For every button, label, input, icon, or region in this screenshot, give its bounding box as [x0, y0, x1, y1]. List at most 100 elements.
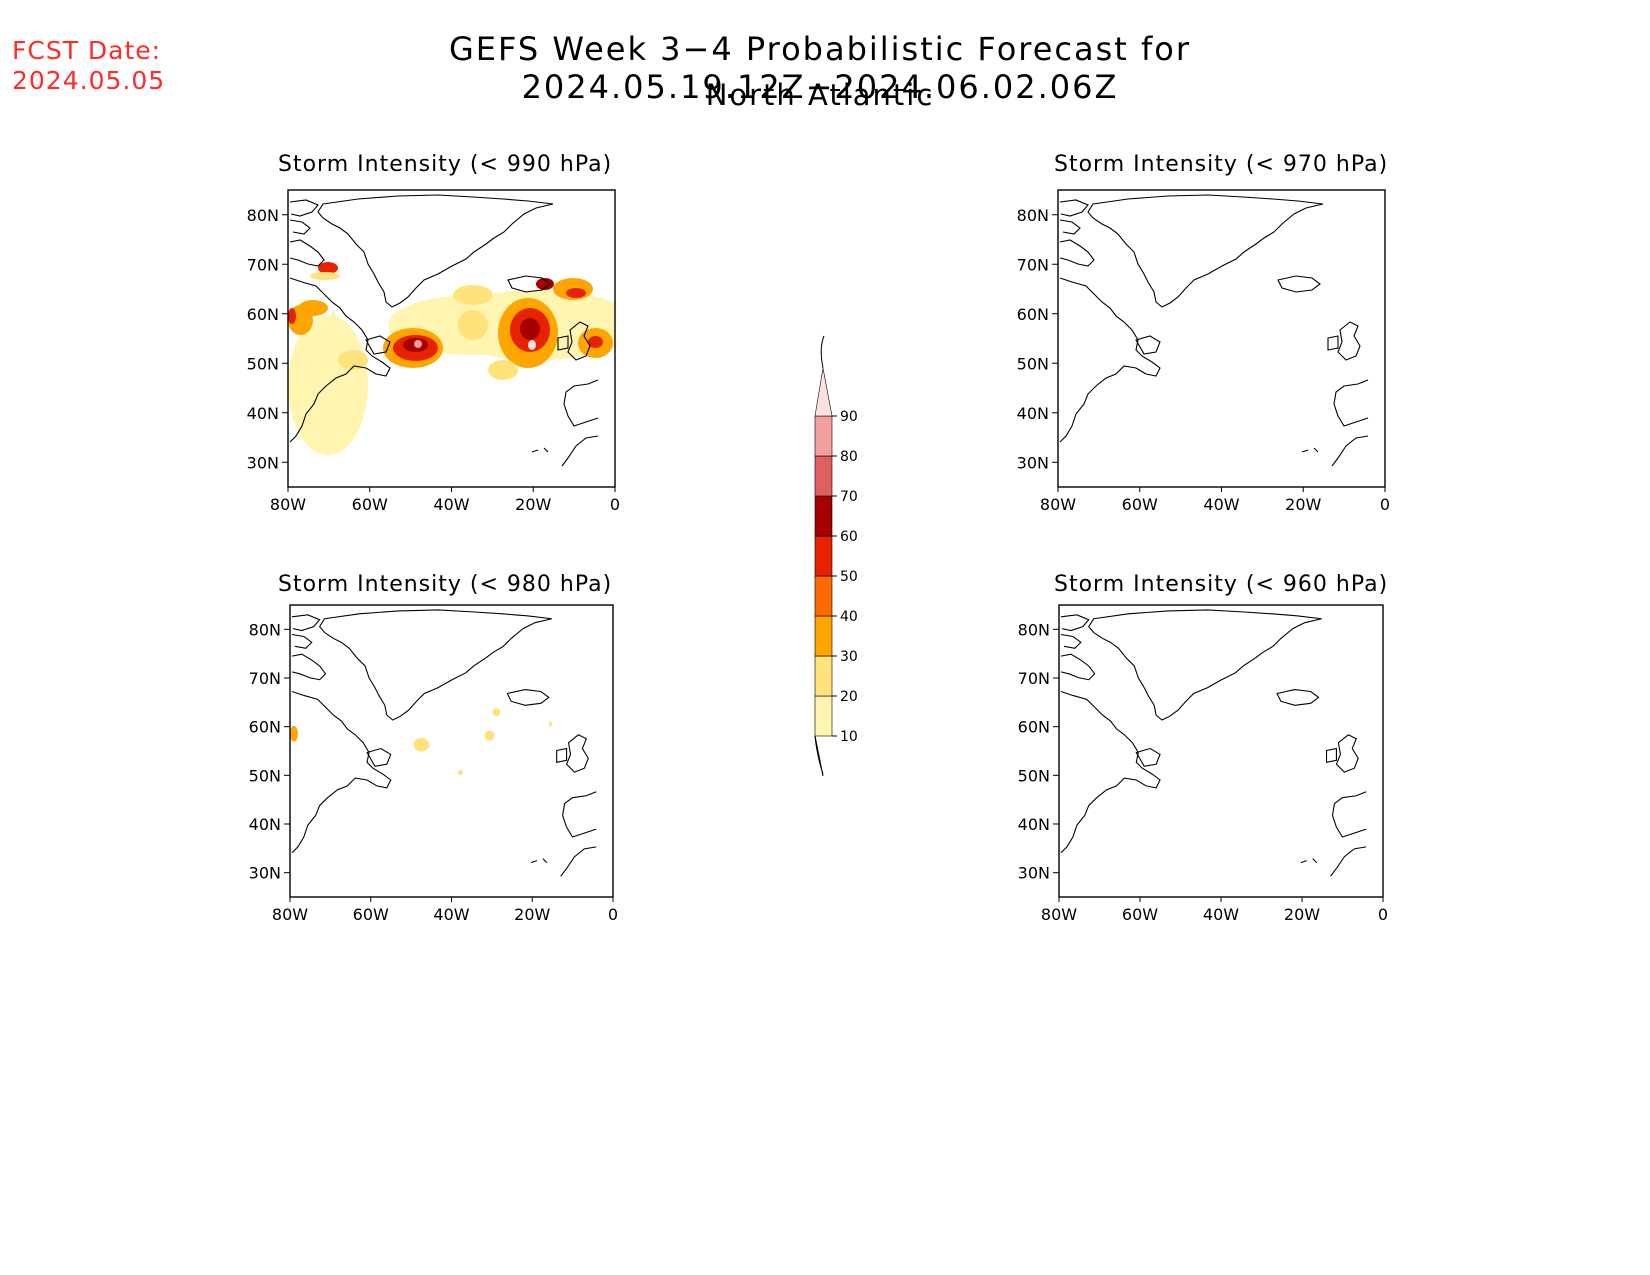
lon-tick-label: 20W [514, 905, 550, 924]
lon-tick-label: 40W [433, 495, 469, 514]
lat-tick-label: 50N [1018, 766, 1050, 785]
probability-shade [328, 310, 338, 410]
lon-tick-label: 80W [1041, 905, 1077, 924]
lat-tick-label: 30N [1018, 864, 1050, 883]
colorbar-segment [814, 575, 833, 617]
probability-shade [310, 272, 340, 280]
lon-tick-label: 20W [1285, 495, 1321, 514]
lon-tick-label: 60W [1122, 905, 1158, 924]
page-title: GEFS Week 3−4 Probabilistic Forecast for… [448, 30, 1191, 106]
lat-tick-label: 30N [249, 864, 281, 883]
probability-shade [338, 350, 368, 370]
lat-tick-label: 80N [1018, 620, 1050, 639]
lat-tick-label: 40N [1017, 404, 1049, 423]
lon-tick-label: 20W [1284, 905, 1320, 924]
lon-tick-label: 0 [1378, 905, 1388, 924]
lon-tick-label: 40W [1203, 905, 1239, 924]
lat-tick-label: 70N [1017, 255, 1049, 274]
lat-tick-label: 40N [249, 815, 281, 834]
probability-shade [528, 340, 536, 350]
page-subtitle: North Atlantic [705, 78, 935, 112]
fcst-date: 2024.05.05 [12, 66, 166, 95]
colorbar-label: 10 [840, 729, 858, 745]
map-panel-970: 80N 70N 60N 50N 40N 30N 80W 60W 40W 20W 0 [1017, 189, 1390, 514]
map-frame [1058, 604, 1384, 898]
lat-tick-label: 60N [249, 718, 281, 737]
colorbar-segment [814, 415, 833, 457]
map-panel-990: 80N 70N 60N 50N 40N 30N 80W 60W 40W 20W 0 [247, 189, 620, 514]
colorbar-segment [814, 615, 833, 657]
lon-tick-label: 80W [1040, 495, 1076, 514]
probability-shade [488, 360, 518, 380]
lon-tick-label: 20W [515, 495, 551, 514]
probability-shade [458, 310, 488, 340]
forecast-date-label: FCST Date: 2024.05.05 [12, 36, 165, 96]
probability-shade [536, 278, 554, 290]
colorbar-label: 50 [840, 569, 858, 585]
panel-title-970: Storm Intensity (< 970 hPa) [1054, 152, 1389, 177]
lat-tick-label: 30N [1017, 453, 1049, 472]
probability-shade [520, 318, 540, 340]
colorbar-segment [814, 535, 833, 577]
lat-tick-label: 60N [1017, 305, 1049, 324]
lon-tick-label: 40W [433, 905, 469, 924]
colorbar-segment [814, 695, 833, 737]
probability-shade [288, 308, 296, 324]
colorbar-segment [814, 455, 833, 497]
map-panel-960: 80N 70N 60N 50N 40N 30N 80W 60W 40W 20W 0 [1018, 604, 1388, 924]
lon-tick-label: 80W [272, 905, 308, 924]
probability-shade [298, 300, 328, 316]
lon-tick-label: 0 [608, 905, 618, 924]
lat-tick-label: 80N [249, 620, 281, 639]
colorbar-label: 60 [840, 529, 858, 545]
probability-shade [453, 285, 493, 305]
lat-tick-label: 50N [249, 766, 281, 785]
colorbar: 10 20 30 40 50 60 70 80 90 [814, 335, 858, 777]
coastline [1059, 194, 1369, 467]
lon-tick-label: 60W [1122, 495, 1158, 514]
panel-title-960: Storm Intensity (< 960 hPa) [1054, 572, 1389, 597]
map-panel-980: 80N 70N 60N 50N 40N 30N 80W 60W 40W 20W 0 [249, 604, 618, 924]
lat-tick-label: 60N [247, 305, 279, 324]
map-frame [289, 604, 614, 898]
lon-tick-label: 60W [353, 905, 389, 924]
coastline [1060, 609, 1367, 877]
lat-tick-label: 70N [249, 669, 281, 688]
lat-tick-label: 30N [247, 453, 279, 472]
lat-tick-label: 80N [1017, 206, 1049, 225]
probability-shade [457, 770, 463, 776]
probability-shade [413, 737, 430, 752]
probability-shade [318, 262, 338, 274]
lon-tick-label: 40W [1203, 495, 1239, 514]
panel-title-990: Storm Intensity (< 990 hPa) [278, 152, 613, 177]
colorbar-label: 70 [840, 489, 858, 505]
lat-tick-label: 40N [247, 404, 279, 423]
lat-tick-label: 70N [247, 255, 279, 274]
panel-title-980: Storm Intensity (< 980 hPa) [278, 572, 613, 597]
lat-tick-label: 60N [1018, 718, 1050, 737]
colorbar-segment [814, 655, 833, 697]
probability-shade [588, 336, 603, 348]
colorbar-label: 30 [840, 649, 858, 665]
colorbar-segment [814, 367, 833, 417]
colorbar-segment [814, 495, 833, 537]
lat-tick-label: 50N [247, 354, 279, 373]
lon-tick-label: 0 [610, 495, 620, 514]
lon-tick-label: 80W [270, 495, 306, 514]
lon-tick-label: 0 [1380, 495, 1390, 514]
colorbar-label: 90 [840, 409, 858, 425]
lon-tick-label: 60W [352, 495, 388, 514]
probability-shade [566, 288, 586, 298]
colorbar-label: 80 [840, 449, 858, 465]
probability-shade [548, 721, 552, 727]
coastline [291, 609, 597, 877]
colorbar-label: 40 [840, 609, 858, 625]
map-frame [1057, 189, 1386, 488]
fcst-label: FCST Date: [12, 36, 162, 65]
lat-tick-label: 80N [247, 206, 279, 225]
lat-tick-label: 70N [1018, 669, 1050, 688]
probability-shade [290, 725, 298, 742]
probability-shade [484, 730, 495, 741]
colorbar-label: 20 [840, 689, 858, 705]
